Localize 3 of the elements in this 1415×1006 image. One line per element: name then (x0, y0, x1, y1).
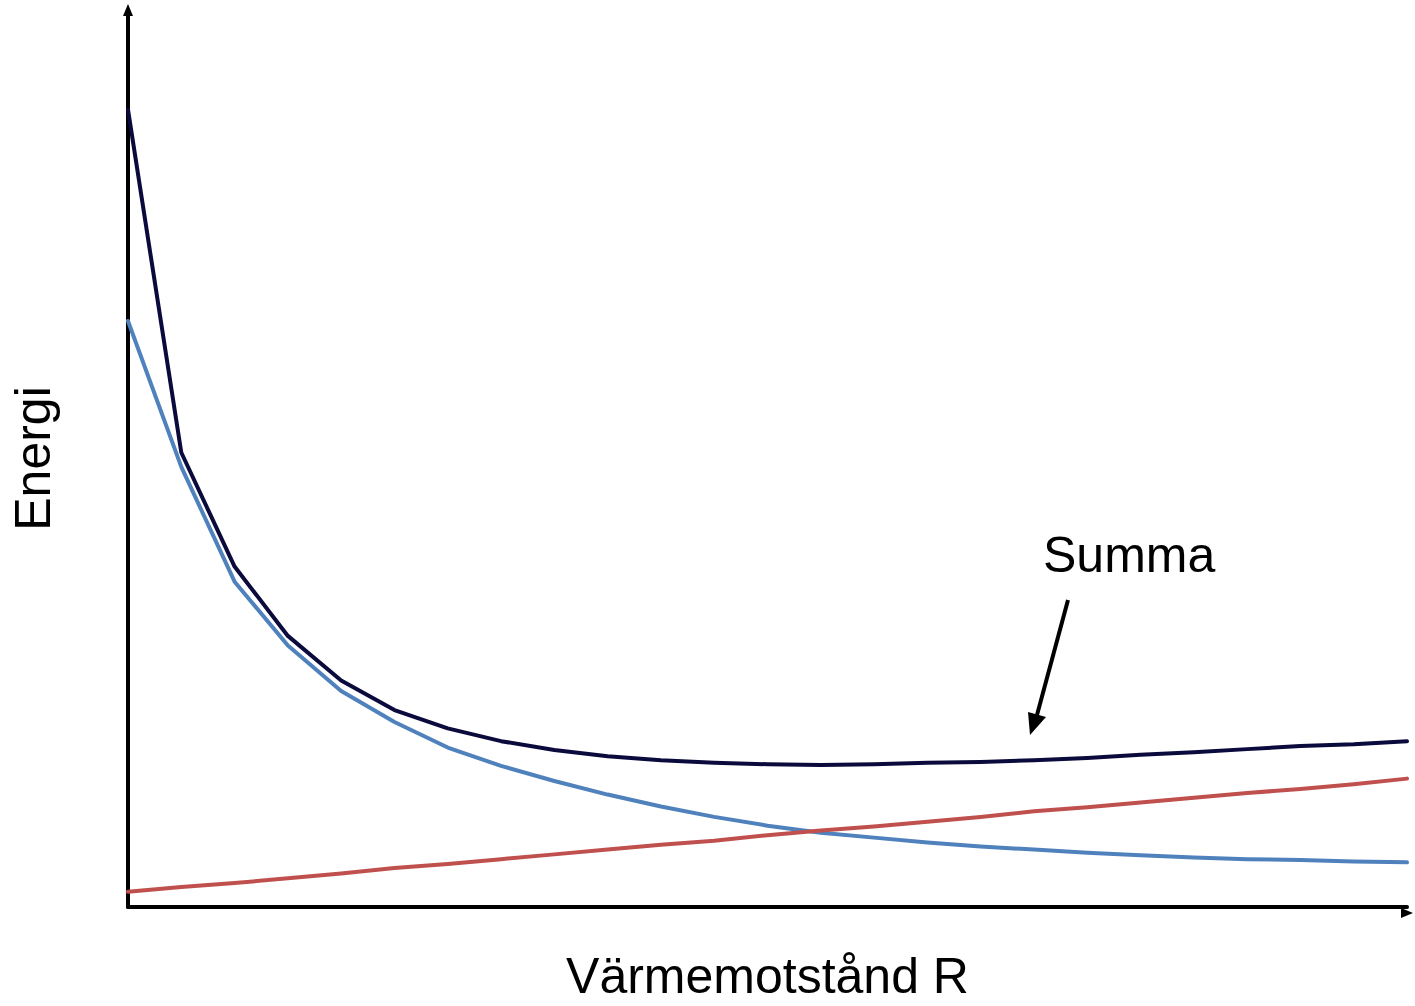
x-axis-title: Värmemotstånd R (566, 948, 969, 1004)
y-axis-title: Energi (5, 386, 61, 531)
annotation: Summa (1043, 527, 1216, 583)
